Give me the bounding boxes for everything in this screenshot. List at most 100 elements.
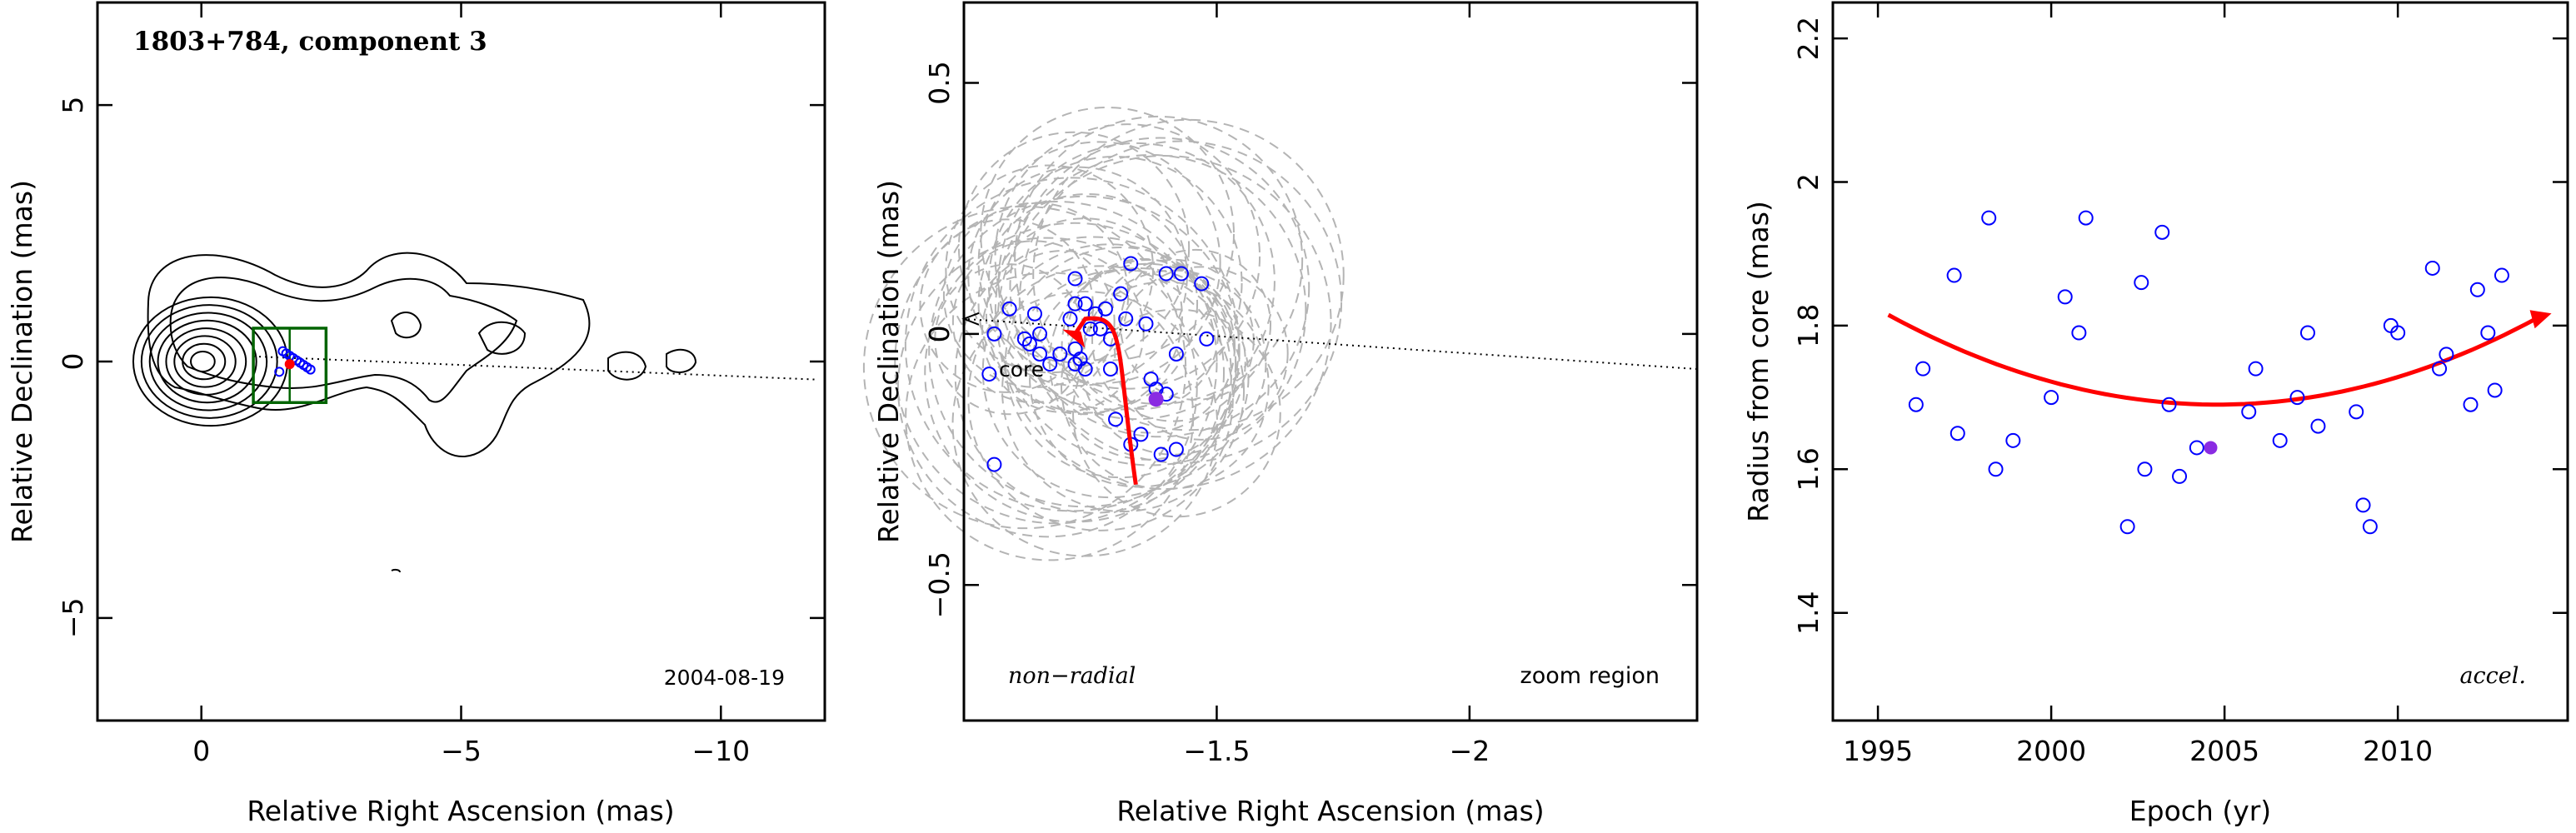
component-position-point	[1199, 331, 1215, 347]
model-circles	[862, 107, 1345, 561]
radius-point	[2424, 260, 2440, 276]
model-circle	[967, 265, 1234, 531]
model-circle	[896, 237, 1198, 538]
model-circle	[894, 201, 1218, 525]
y-tick-label: −5	[57, 598, 89, 639]
x-tick-label: 2000	[2016, 735, 2086, 767]
trend-arrowhead	[2529, 310, 2552, 329]
panel-3-y-axis-label: Radius from core (mas)	[1742, 201, 1775, 522]
jet-contour	[169, 277, 518, 403]
x-tick-label: −2	[1450, 735, 1490, 767]
component-position-point	[1173, 266, 1189, 282]
component-position-point	[1026, 306, 1042, 322]
highlighted-epoch-point	[2204, 441, 2218, 455]
component-position-point	[1138, 316, 1154, 332]
jet-contours	[132, 252, 697, 573]
radius-point	[2044, 390, 2059, 406]
component-position-point	[1077, 296, 1093, 312]
component-position-point	[1032, 326, 1048, 342]
panel-2-annotation-core: core	[999, 357, 1044, 382]
panel-radius-epoch: 1995 2000 2005 2010 1.4 1.6 1.8 2 2.2 accel. Epo…	[1742, 1, 2569, 827]
radius-point	[2289, 390, 2305, 406]
radius-point	[1988, 461, 2004, 477]
radius-point	[2134, 275, 2149, 291]
core-direction-line	[963, 317, 1698, 371]
component-position-point	[1042, 357, 1058, 372]
jet-contour	[477, 321, 527, 355]
radius-point	[2161, 397, 2177, 412]
component-point	[295, 357, 306, 368]
component-position-point	[1158, 266, 1174, 282]
radius-point	[2439, 347, 2454, 362]
radius-point	[2154, 224, 2170, 240]
model-circle	[951, 240, 1116, 403]
component-position-point	[1016, 331, 1032, 347]
radius-point	[1949, 426, 1965, 441]
y-tick-label: 0	[57, 353, 89, 371]
highlighted-epoch-point	[1148, 392, 1164, 407]
radius-point	[2248, 361, 2264, 377]
radius-point	[2005, 432, 2021, 448]
radius-point	[2390, 325, 2406, 341]
y-tick-label: −0.5	[923, 551, 956, 618]
y-tick-label: 5	[57, 97, 89, 114]
model-circle	[904, 177, 1240, 512]
component-position-point	[1077, 362, 1093, 377]
jet-contour	[391, 568, 401, 573]
component-position-point	[986, 326, 1002, 342]
x-tick-label: −10	[691, 735, 750, 767]
panel-1-date: 2004-08-19	[664, 666, 785, 690]
component-position-point	[1052, 346, 1068, 362]
component-position-point	[1082, 321, 1098, 337]
component-point	[305, 364, 316, 375]
radius-point	[2362, 519, 2378, 535]
component-position-point	[1168, 346, 1184, 362]
radius-point	[2172, 468, 2188, 484]
model-circle	[994, 123, 1261, 390]
jet-axis-line	[253, 355, 815, 381]
y-tick-label: 2.2	[1792, 17, 1825, 60]
x-tick-label: 1995	[1843, 735, 1913, 767]
component-position-point	[981, 367, 997, 382]
component-position-point	[1001, 301, 1017, 317]
component-position-point	[1062, 311, 1078, 327]
y-tick-label: 1.4	[1792, 591, 1825, 634]
panel-vlbi-image: 0 −5 −10 5 0 −5 1803+784, component 3 2004-08…	[6, 1, 826, 827]
radius-point	[2119, 519, 2135, 535]
radius-point	[2299, 325, 2315, 341]
model-circle	[905, 272, 1195, 561]
panel-3-x-axis-label: Epoch (yr)	[2129, 795, 2271, 827]
model-circle	[919, 218, 1094, 393]
radius-point	[2057, 289, 2073, 305]
radius-point	[2463, 397, 2479, 412]
x-tick-label: −5	[441, 735, 482, 767]
y-tick-label: 2	[1792, 173, 1825, 191]
radius-point	[2189, 440, 2204, 456]
radius-point	[1908, 397, 1924, 412]
model-circle	[1032, 118, 1345, 431]
panel-1-title: 1803+784, component 3	[133, 27, 487, 57]
component-position-point	[1021, 336, 1037, 352]
component-position-point	[1067, 296, 1083, 312]
radius-point	[2355, 497, 2371, 513]
radius-point	[2071, 325, 2087, 341]
radius-point	[2241, 404, 2257, 420]
jet-contour	[390, 312, 422, 339]
core-contour	[132, 296, 289, 427]
model-circle	[977, 192, 1199, 414]
model-circle	[994, 154, 1307, 466]
model-circle	[1114, 266, 1289, 441]
model-circle	[934, 263, 1086, 416]
trend-arrow	[1887, 312, 2538, 407]
jet-contour	[666, 348, 697, 373]
radius-point	[2487, 382, 2503, 398]
component-position-point	[1113, 286, 1129, 302]
component-position-point	[1123, 256, 1139, 272]
y-tick-label: 1.8	[1792, 304, 1825, 347]
radius-point	[2137, 461, 2153, 477]
panel-2-annotation-zoom-region: zoom region	[1520, 663, 1660, 689]
radius-point	[2078, 210, 2094, 226]
radius-point	[1946, 267, 1962, 283]
jet-contour	[607, 351, 647, 381]
